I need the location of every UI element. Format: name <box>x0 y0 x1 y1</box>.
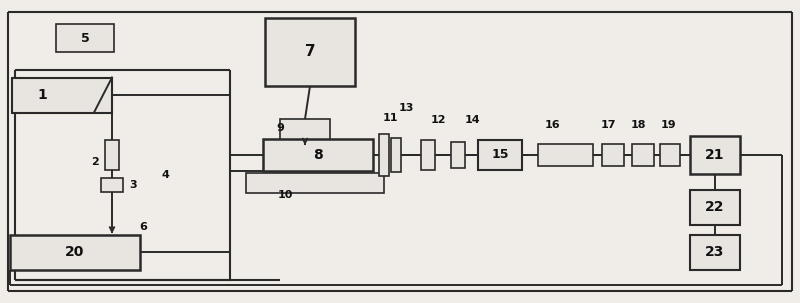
Text: 1: 1 <box>37 88 47 102</box>
Text: 10: 10 <box>278 190 293 200</box>
Text: 19: 19 <box>660 120 676 130</box>
Bar <box>12 78 112 112</box>
Bar <box>660 144 680 166</box>
Bar <box>265 18 355 86</box>
Bar <box>391 138 401 172</box>
Text: 20: 20 <box>66 245 85 259</box>
Bar <box>56 24 114 52</box>
Bar <box>263 139 373 171</box>
Text: 11: 11 <box>382 113 398 123</box>
Text: 6: 6 <box>139 222 147 232</box>
Bar <box>280 119 330 141</box>
Bar <box>538 144 593 166</box>
Bar <box>101 178 123 192</box>
Bar <box>10 235 140 269</box>
Text: 2: 2 <box>91 157 99 167</box>
Bar <box>602 144 624 166</box>
Bar <box>246 173 384 193</box>
Text: 16: 16 <box>545 120 561 130</box>
Bar <box>632 144 654 166</box>
Text: 9: 9 <box>276 123 284 133</box>
Bar <box>379 134 389 176</box>
Text: 21: 21 <box>706 148 725 162</box>
Text: 7: 7 <box>305 45 315 59</box>
Text: 13: 13 <box>398 103 414 113</box>
Bar <box>421 140 435 170</box>
Text: 17: 17 <box>600 120 616 130</box>
Text: 12: 12 <box>430 115 446 125</box>
Text: 14: 14 <box>465 115 481 125</box>
Text: 5: 5 <box>81 32 90 45</box>
Text: 23: 23 <box>706 245 725 259</box>
Bar <box>478 140 522 170</box>
Text: 4: 4 <box>161 170 169 180</box>
Text: 18: 18 <box>630 120 646 130</box>
Text: 15: 15 <box>491 148 509 161</box>
Bar <box>690 235 740 269</box>
Text: 8: 8 <box>313 148 323 162</box>
Bar <box>690 136 740 174</box>
Text: 22: 22 <box>706 200 725 214</box>
Text: 3: 3 <box>129 180 137 190</box>
Bar <box>105 140 119 170</box>
Bar <box>690 189 740 225</box>
Bar <box>451 142 465 168</box>
